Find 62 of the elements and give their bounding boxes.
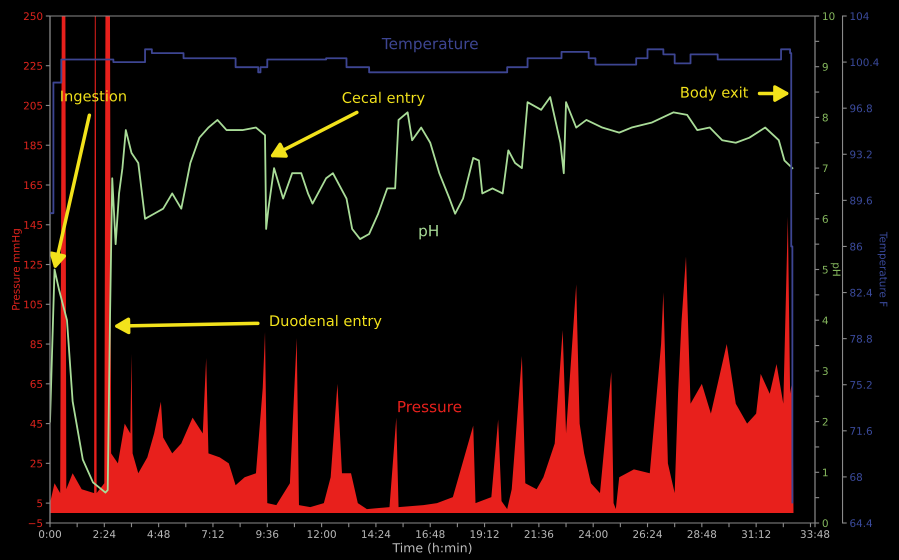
y2-tick-label: 2 (822, 418, 828, 426)
y2-tick-label: 4 (822, 316, 828, 324)
y2-tick-label: 9 (822, 62, 828, 71)
x-axis-title: Time (h:min) (392, 542, 472, 554)
y-tick-label: 45 (30, 420, 42, 428)
series-label: Pressure (398, 400, 462, 412)
y-tick-label: 225 (24, 62, 42, 70)
y2-axis-title: pH (830, 263, 840, 276)
x-tick-label: 12:00 (308, 530, 336, 538)
x-tick-label: 4:48 (147, 530, 170, 538)
y-tick-label: 250 (24, 12, 42, 20)
y2-tick-label: 5 (822, 266, 828, 274)
y3-tick-label: 96.8 (850, 104, 872, 112)
y-tick-label: 125 (24, 260, 42, 269)
y-tick-label: −5 (28, 519, 42, 528)
y-tick-label: 25 (30, 460, 42, 468)
annotation: Cecal entry (342, 92, 425, 106)
x-tick-label: 19:12 (470, 530, 499, 538)
y-tick-label: 165 (24, 181, 42, 190)
y-tick-label: 145 (24, 221, 42, 229)
x-tick-label: 28:48 (688, 530, 716, 538)
y-tick-label: 205 (24, 102, 42, 110)
y3-tick-label: 104 (850, 12, 869, 20)
series-label: Temperature (382, 38, 478, 52)
x-tick-label: 9:36 (256, 530, 278, 538)
y3-tick-label: 82.4 (850, 288, 872, 297)
y2-tick-label: 7 (822, 164, 828, 172)
series-label: pH (419, 225, 438, 240)
y2-tick-label: 3 (822, 367, 828, 376)
y3-tick-label: 71.6 (850, 427, 872, 435)
y3-tick-label: 93.2 (850, 150, 872, 158)
x-tick-label: 2:24 (93, 530, 116, 538)
y2-tick-label: 8 (822, 114, 828, 122)
x-tick-label: 31:12 (742, 530, 770, 538)
y2-tick-label: 1 (823, 468, 828, 476)
x-tick-label: 7:12 (202, 530, 224, 538)
x-tick-label: 0:00 (38, 530, 62, 538)
y-tick-label: 5 (37, 499, 42, 508)
x-tick-label: 26:24 (633, 530, 662, 538)
y3-tick-label: 75.2 (850, 380, 872, 389)
y-tick-label: 85 (30, 340, 42, 348)
y3-tick-label: 89.6 (850, 196, 872, 204)
annotation: Body exit (681, 86, 748, 101)
y3-tick-label: 78.8 (850, 334, 872, 343)
y3-axis-title: Temperature F (878, 232, 888, 307)
y2-tick-label: 0 (822, 519, 828, 528)
y-tick-label: 105 (24, 300, 42, 308)
y3-tick-label: 68 (850, 473, 862, 482)
y2-tick-label: 6 (822, 215, 828, 223)
x-tick-label: 16:48 (416, 530, 445, 538)
y-tick-label: 185 (24, 141, 42, 150)
annotation: Duodenal entry (270, 314, 382, 330)
x-tick-label: 24:00 (578, 530, 608, 538)
y3-tick-label: 86 (850, 242, 862, 251)
x-tick-label: 33:48 (800, 530, 830, 538)
y-tick-label: 65 (30, 380, 42, 388)
x-tick-label: 14:24 (362, 530, 390, 538)
y3-tick-label: 64.4 (850, 519, 872, 528)
y3-tick-label: 100.4 (850, 58, 879, 66)
y-axis-title: Pressure mmHg (12, 229, 22, 310)
y2-tick-label: 10 (823, 12, 835, 20)
x-tick-label: 21:36 (524, 530, 554, 538)
